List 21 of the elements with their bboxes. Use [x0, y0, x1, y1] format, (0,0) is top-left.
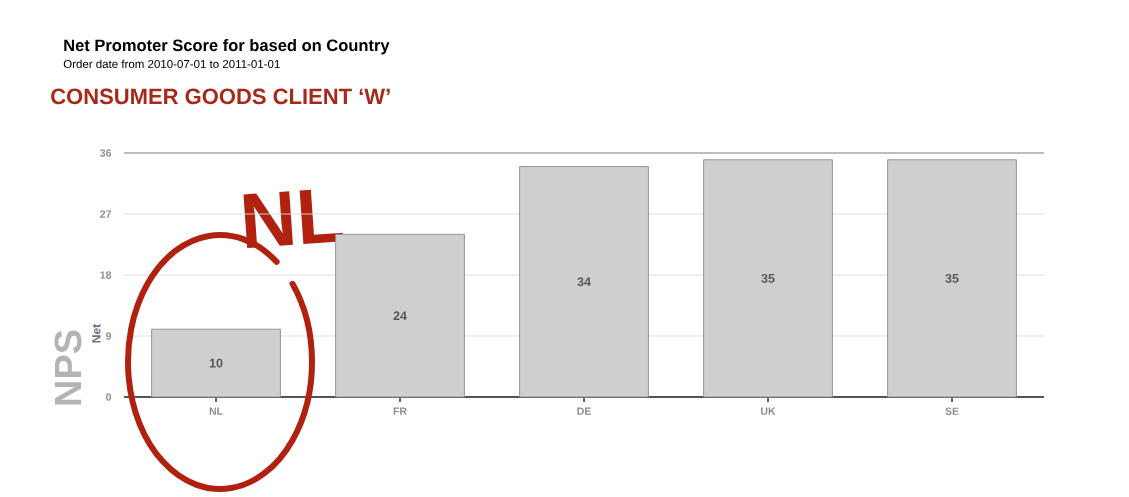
data-label: 10 — [209, 358, 223, 368]
y-axis-title: Net — [92, 324, 101, 343]
data-label: 35 — [945, 273, 959, 283]
y-tick-label: 36 — [100, 149, 112, 157]
chart-subtitle: Order date from 2010-07-01 to 2011-01-01 — [63, 59, 280, 69]
chart-title: Net Promoter Score for based on Country — [64, 39, 390, 55]
x-tick-label: UK — [761, 407, 776, 415]
y-tick-label: 0 — [106, 393, 112, 401]
data-label: 24 — [393, 311, 407, 321]
y-tick-label: 18 — [100, 271, 112, 279]
text: CONSUMER GOODS CLIENT ‘W’ — [51, 88, 390, 105]
annotation: NL — [243, 189, 344, 249]
text: NPS — [54, 330, 82, 405]
y-tick-label: 9 — [106, 332, 112, 340]
y-tick-label: 27 — [100, 210, 112, 218]
x-tick-label: DE — [577, 407, 591, 415]
x-tick-label: NL — [209, 407, 223, 415]
data-label: 35 — [761, 273, 775, 283]
x-tick-label: SE — [945, 407, 959, 415]
x-tick-label: FR — [393, 407, 407, 415]
data-label: 34 — [577, 277, 591, 287]
